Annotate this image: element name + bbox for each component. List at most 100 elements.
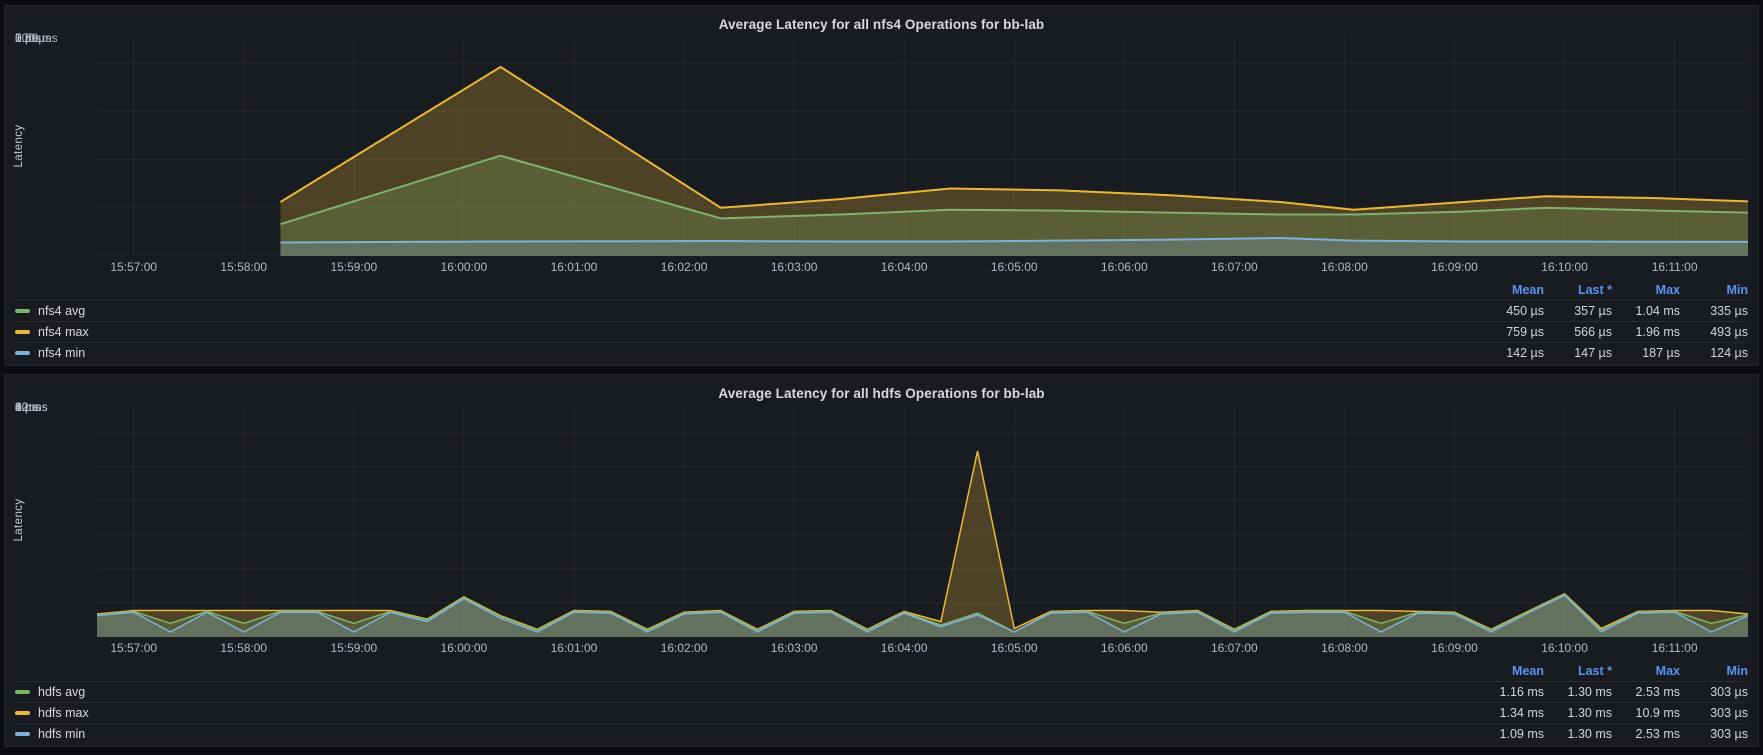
- legend-sort-mean[interactable]: Mean: [1512, 664, 1544, 678]
- value-tick-label: 1 ms: [15, 31, 42, 45]
- legend-stat-value: 124 µs: [1710, 346, 1748, 360]
- series-line-nfs4-min: [280, 236, 1748, 244]
- time-tick-label: 15:58:00: [220, 260, 268, 274]
- value-tick-label: 6 ms: [15, 400, 42, 414]
- legend-row: nfs4 max 759 µs 566 µs 1.96 ms 493 µs: [15, 321, 1748, 342]
- series-color-swatch-icon[interactable]: [15, 351, 30, 355]
- series-line-nfs4-max: [279, 65, 1748, 211]
- legend-sort-max[interactable]: Max: [1655, 664, 1680, 678]
- legend-series-label[interactable]: nfs4 max: [38, 325, 89, 339]
- legend-series-label[interactable]: nfs4 avg: [38, 304, 86, 318]
- series-color-swatch-icon[interactable]: [15, 309, 30, 313]
- time-tick-label: 16:09:00: [1431, 641, 1478, 655]
- value-tick-label: 12 ms: [15, 400, 48, 414]
- time-tick-label: 16:05:00: [990, 260, 1038, 274]
- legend-sort-last[interactable]: Last *: [1577, 283, 1612, 297]
- legend-series-label[interactable]: hdfs avg: [38, 685, 86, 699]
- series-fill-hdfs-min: [97, 595, 1748, 637]
- value-tick-label: 1.50 ms: [15, 31, 58, 45]
- series-color-swatch-icon[interactable]: [15, 330, 30, 334]
- legend-sort-max[interactable]: Max: [1655, 283, 1680, 297]
- legend-series-hdfs-avg[interactable]: hdfs avg: [15, 685, 1476, 699]
- time-tick-label: 15:59:00: [330, 641, 378, 655]
- time-tick-label: 16:01:00: [550, 260, 598, 274]
- series-line-hdfs-min: [97, 594, 1748, 633]
- time-tick-label: 16:03:00: [770, 641, 818, 655]
- panel-header: Average Latency for all nfs4 Operations …: [15, 10, 1748, 38]
- panel-hdfs-latency: Average Latency for all hdfs Operations …: [4, 374, 1759, 747]
- legend-series-nfs4-min[interactable]: nfs4 min: [15, 346, 1476, 360]
- time-tick-label: 15:58:00: [220, 641, 268, 655]
- legend-stat-value: 1.09 ms: [1499, 727, 1544, 741]
- legend-row: nfs4 min 142 µs 147 µs 187 µs 124 µs: [15, 342, 1748, 363]
- legend-row: hdfs avg 1.16 ms 1.30 ms 2.53 ms 303 µs: [15, 681, 1748, 702]
- x-axis: 15:57:00 15:58:00 15:59:00 16:00:00 16:01:00…: [97, 256, 1748, 278]
- y-axis-label: Latency: [13, 498, 25, 542]
- legend-sort-mean[interactable]: Mean: [1512, 283, 1544, 297]
- plot-area-nfs4[interactable]: [97, 38, 1748, 256]
- series-fill-nfs4-min: [280, 237, 1748, 256]
- panel-title-nfs4[interactable]: Average Latency for all nfs4 Operations …: [718, 16, 1045, 32]
- legend-stat-value: 142 µs: [1506, 346, 1544, 360]
- legend-header-row: Mean Last * Max Min: [15, 661, 1748, 681]
- legend-stat-value: 187 µs: [1642, 346, 1680, 360]
- legend-series-hdfs-max[interactable]: hdfs max: [15, 706, 1476, 720]
- series-fill-nfs4-avg: [280, 155, 1748, 256]
- legend-series-nfs4-avg[interactable]: nfs4 avg: [15, 304, 1476, 318]
- legend-header-row: Mean Last * Max Min: [15, 280, 1748, 300]
- legend-stat-value: 2.53 ms: [1635, 685, 1680, 699]
- time-tick-label: 16:11:00: [1651, 641, 1698, 655]
- legend-stat-value: 493 µs: [1710, 325, 1748, 339]
- time-tick-label: 16:05:00: [990, 641, 1038, 655]
- value-tick-label: 8 ms: [15, 400, 42, 414]
- series-color-swatch-icon[interactable]: [15, 732, 30, 736]
- legend-series-label[interactable]: hdfs min: [38, 727, 86, 741]
- x-axis: 15:57:00 15:58:00 15:59:00 16:00:00 16:01:00…: [97, 637, 1748, 659]
- legend-series-nfs4-max[interactable]: nfs4 max: [15, 325, 1476, 339]
- time-tick-label: 16:10:00: [1541, 641, 1588, 655]
- time-tick-label: 16:07:00: [1210, 260, 1258, 274]
- time-tick-label: 16:04:00: [880, 260, 928, 274]
- time-tick-label: 16:08:00: [1321, 260, 1368, 274]
- y-axis-label: Latency: [13, 124, 25, 168]
- legend-stat-value: 2.53 ms: [1635, 727, 1680, 741]
- panel-title-hdfs[interactable]: Average Latency for all hdfs Operations …: [718, 385, 1045, 401]
- time-tick-label: 15:57:00: [110, 260, 158, 274]
- legend-series-label[interactable]: hdfs max: [38, 706, 89, 720]
- legend-row: hdfs max 1.34 ms 1.30 ms 10.9 ms 303 µs: [15, 702, 1748, 723]
- time-tick-label: 16:11:00: [1651, 260, 1698, 274]
- legend-row: nfs4 avg 450 µs 357 µs 1.04 ms 335 µs: [15, 300, 1748, 321]
- legend-stat-value: 303 µs: [1710, 685, 1748, 699]
- legend-stat-value: 10.9 ms: [1635, 706, 1680, 720]
- time-tick-label: 15:59:00: [330, 260, 378, 274]
- legend-nfs4: Mean Last * Max Min nfs4 avg 450 µs 357 µs 1.04…: [15, 280, 1748, 363]
- time-tick-label: 16:06:00: [1100, 260, 1148, 274]
- legend-sort-min[interactable]: Min: [1726, 664, 1748, 678]
- plot-area-hdfs[interactable]: [97, 407, 1748, 637]
- time-tick-label: 16:04:00: [880, 641, 928, 655]
- legend-stat-value: 566 µs: [1574, 325, 1612, 339]
- legend-stat-value: 1.30 ms: [1567, 706, 1612, 720]
- legend-series-label[interactable]: nfs4 min: [38, 346, 86, 360]
- time-tick-label: 16:01:00: [550, 641, 598, 655]
- time-tick-label: 16:00:00: [440, 641, 488, 655]
- panel-header: Average Latency for all hdfs Operations …: [15, 379, 1748, 407]
- legend-stat-value: 303 µs: [1710, 727, 1748, 741]
- legend-stat-value: 759 µs: [1506, 325, 1544, 339]
- legend-stat-value: 1.34 ms: [1499, 706, 1544, 720]
- time-tick-label: 16:10:00: [1541, 260, 1588, 274]
- time-tick-label: 16:07:00: [1210, 641, 1258, 655]
- legend-stat-value: 147 µs: [1574, 346, 1612, 360]
- legend-series-hdfs-min[interactable]: hdfs min: [15, 727, 1476, 741]
- value-tick-label: 0 µs: [15, 31, 38, 45]
- legend-sort-last[interactable]: Last *: [1577, 664, 1612, 678]
- series-color-swatch-icon[interactable]: [15, 711, 30, 715]
- value-tick-label: 10 ms: [15, 400, 48, 414]
- legend-row: hdfs min 1.09 ms 1.30 ms 2.53 ms 303 µs: [15, 723, 1748, 744]
- series-line-nfs4-avg: [280, 154, 1748, 226]
- series-color-swatch-icon[interactable]: [15, 690, 30, 694]
- legend-stat-value: 1.96 ms: [1635, 325, 1680, 339]
- time-tick-label: 16:09:00: [1431, 260, 1478, 274]
- legend-sort-min[interactable]: Min: [1726, 283, 1748, 297]
